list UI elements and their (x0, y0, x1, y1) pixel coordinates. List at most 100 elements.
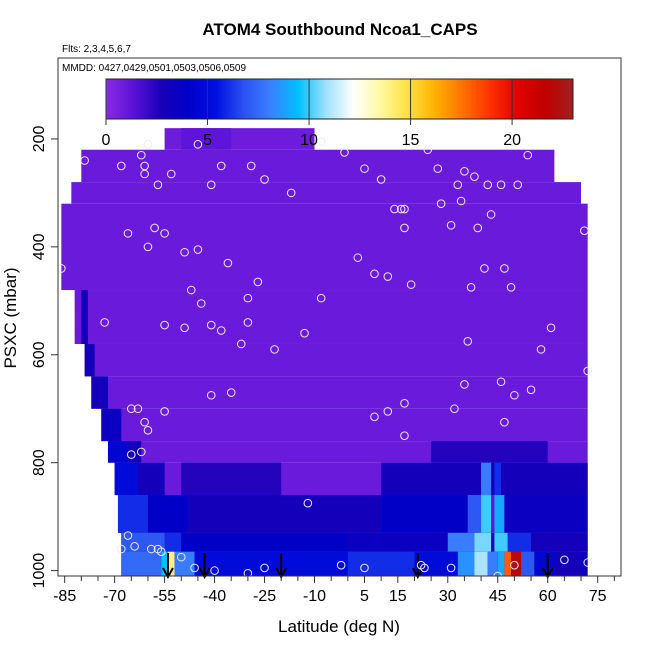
sample-point (480, 264, 489, 273)
heatmap-cell (187, 495, 382, 533)
heatmap-cell (181, 532, 348, 552)
x-tick-label: -85 (53, 588, 76, 605)
x-tick-label: 60 (539, 588, 557, 605)
heatmap-cell (181, 462, 282, 496)
sample-point (206, 320, 216, 330)
sample-point (143, 242, 153, 252)
chart-title: ATOM4 Southbound Ncoa1_CAPS (202, 20, 477, 39)
heatmap-cell (81, 149, 555, 183)
heatmap-cell (531, 532, 588, 552)
sample-point (143, 426, 153, 435)
heatmap-cell (137, 462, 165, 496)
sample-point (153, 180, 163, 190)
sample-point (463, 336, 473, 346)
sample-point (150, 223, 159, 233)
sample-point (496, 180, 506, 190)
heatmap-cell (91, 376, 108, 409)
sample-point (58, 264, 66, 273)
sample-points (58, 137, 592, 576)
heatmap-cell (347, 532, 448, 552)
heatmap-cell (494, 532, 508, 552)
sample-point (400, 223, 409, 233)
heatmap-cell (84, 343, 588, 377)
sample-point (510, 560, 519, 570)
sample-point (160, 320, 169, 330)
heatmap-cell (474, 551, 488, 576)
sample-point (506, 283, 516, 292)
sample-point (420, 563, 429, 573)
sample-point (193, 140, 203, 149)
colorbar-tick-label: 15 (402, 132, 420, 149)
sample-point (510, 390, 519, 400)
sample-point (210, 566, 219, 575)
sample-point (446, 563, 456, 573)
sample-point (583, 558, 592, 567)
heatmap-cell (74, 290, 588, 344)
x-tick-label: 75 (589, 588, 607, 605)
sample-point (243, 318, 253, 327)
heatmap-cell (164, 532, 182, 552)
heatmap-cell (71, 182, 582, 204)
sample-point (383, 272, 393, 281)
sample-point (180, 323, 189, 333)
plot-frame (57, 57, 622, 577)
heatmap-cell (497, 551, 505, 576)
sample-point (300, 328, 309, 338)
x-tick-label: 5 (360, 588, 369, 605)
heatmap-cell (504, 551, 512, 576)
colorbar-tick-label: 0 (102, 132, 111, 149)
sample-point (450, 404, 459, 414)
x-tick-label: -55 (153, 588, 176, 605)
heatmap-cell (431, 441, 548, 463)
sample-point (206, 390, 216, 400)
sample-point (116, 544, 126, 554)
x-tick-label: 30 (439, 588, 457, 605)
x-tick-label: -10 (303, 588, 326, 605)
sample-point (336, 560, 346, 570)
sample-point (176, 552, 186, 562)
sample-point (246, 161, 256, 171)
y-tick-label: 400 (31, 233, 48, 260)
heatmap-cell (91, 376, 588, 409)
x-axis: -85 -70 -55 -40 -25 -10 5 15 30 45 60 75 (53, 576, 615, 605)
sample-point (180, 247, 189, 257)
heatmap-cell (167, 551, 175, 576)
sample-point (286, 188, 296, 198)
sample-point (390, 204, 399, 214)
heatmap-cells (61, 128, 588, 576)
sample-point (353, 253, 363, 262)
sample-point (130, 542, 139, 551)
heatmap-cell (494, 495, 505, 533)
colorbar-tick-label: 10 (300, 132, 318, 149)
heatmap-cell (494, 462, 502, 496)
sample-point (206, 180, 216, 190)
heatmap-cell (121, 551, 162, 576)
heatmap-cell (481, 495, 492, 533)
heatmap-cell (101, 408, 588, 442)
dates-subtitle: MMDD: 0427,0429,0501,0503,0506,0509 (62, 63, 246, 74)
heatmap-cell (554, 551, 582, 576)
heatmap-cell (474, 532, 492, 552)
colorbar-tick-label: 5 (203, 132, 212, 149)
sample-point (500, 417, 509, 427)
colorbar-tick-label: 20 (503, 132, 521, 149)
sample-point (400, 399, 409, 408)
sample-point (193, 245, 203, 254)
sample-point (433, 164, 443, 173)
x-tick-label: -40 (203, 588, 226, 605)
sample-point (400, 204, 409, 214)
sample-point (370, 269, 379, 279)
sample-point (360, 563, 369, 573)
sample-point (123, 229, 133, 238)
sample-point (260, 175, 269, 184)
y-axis: 200 400 600 800 1000 (31, 125, 58, 588)
sample-point (146, 544, 156, 554)
heatmap-cell (504, 495, 588, 533)
heatmap-cell (381, 495, 468, 533)
sample-point (340, 148, 349, 157)
sample-point (140, 169, 149, 179)
heatmap-cell (507, 532, 532, 552)
sample-point (493, 571, 503, 576)
sample-point (456, 196, 466, 206)
